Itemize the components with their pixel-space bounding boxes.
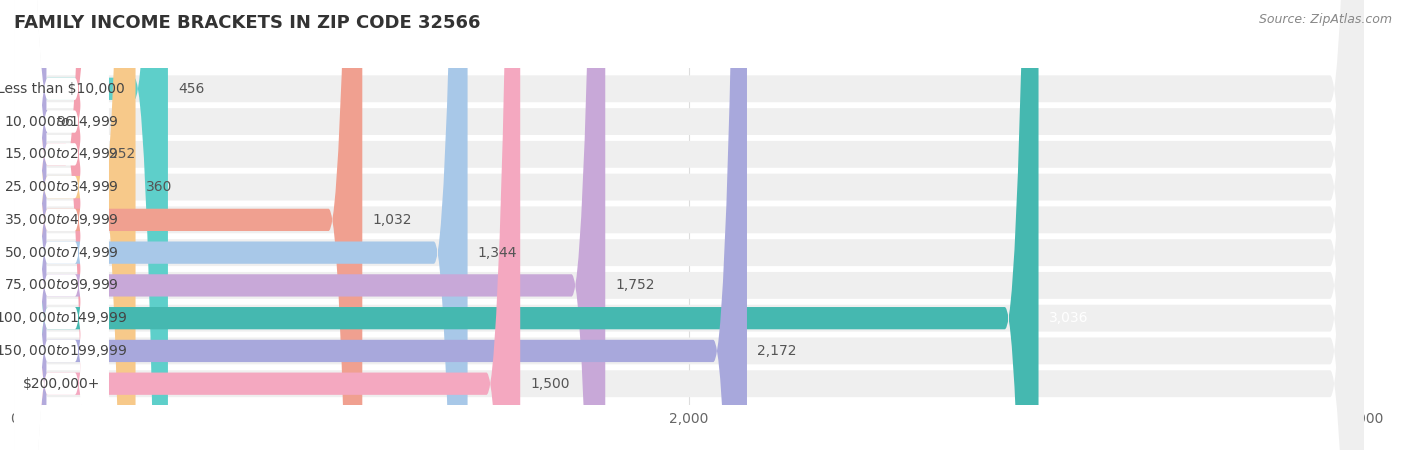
FancyBboxPatch shape xyxy=(14,0,108,450)
FancyBboxPatch shape xyxy=(14,0,1364,450)
FancyBboxPatch shape xyxy=(14,0,108,450)
FancyBboxPatch shape xyxy=(14,0,135,450)
FancyBboxPatch shape xyxy=(14,0,1364,450)
FancyBboxPatch shape xyxy=(14,0,1039,450)
FancyBboxPatch shape xyxy=(14,0,108,450)
Text: $100,000 to $149,999: $100,000 to $149,999 xyxy=(0,310,128,326)
FancyBboxPatch shape xyxy=(14,0,1364,450)
FancyBboxPatch shape xyxy=(14,0,747,450)
FancyBboxPatch shape xyxy=(14,0,1364,450)
FancyBboxPatch shape xyxy=(14,0,363,450)
FancyBboxPatch shape xyxy=(14,0,1364,450)
FancyBboxPatch shape xyxy=(14,0,1364,450)
Text: $150,000 to $199,999: $150,000 to $199,999 xyxy=(0,343,128,359)
Text: $50,000 to $74,999: $50,000 to $74,999 xyxy=(4,245,118,261)
Text: 2,172: 2,172 xyxy=(756,344,797,358)
FancyBboxPatch shape xyxy=(14,0,108,450)
Text: 96: 96 xyxy=(56,115,75,129)
FancyBboxPatch shape xyxy=(14,0,605,450)
Text: 1,344: 1,344 xyxy=(478,246,517,260)
FancyBboxPatch shape xyxy=(14,0,108,450)
FancyBboxPatch shape xyxy=(14,0,1364,450)
FancyBboxPatch shape xyxy=(14,0,108,450)
FancyBboxPatch shape xyxy=(14,0,108,450)
Text: $15,000 to $24,999: $15,000 to $24,999 xyxy=(4,146,118,162)
FancyBboxPatch shape xyxy=(14,0,108,450)
Text: 456: 456 xyxy=(179,82,204,96)
Text: Less than $10,000: Less than $10,000 xyxy=(0,82,125,96)
Text: 1,752: 1,752 xyxy=(616,279,655,292)
FancyBboxPatch shape xyxy=(14,0,1364,450)
Text: $10,000 to $14,999: $10,000 to $14,999 xyxy=(4,113,118,130)
Text: $35,000 to $49,999: $35,000 to $49,999 xyxy=(4,212,118,228)
FancyBboxPatch shape xyxy=(14,0,468,450)
FancyBboxPatch shape xyxy=(14,0,108,450)
FancyBboxPatch shape xyxy=(14,0,520,450)
Text: 1,500: 1,500 xyxy=(530,377,569,391)
Text: $25,000 to $34,999: $25,000 to $34,999 xyxy=(4,179,118,195)
FancyBboxPatch shape xyxy=(14,0,1364,450)
Text: Source: ZipAtlas.com: Source: ZipAtlas.com xyxy=(1258,14,1392,27)
FancyBboxPatch shape xyxy=(13,0,48,450)
Text: 252: 252 xyxy=(110,147,135,162)
FancyBboxPatch shape xyxy=(14,0,108,450)
Text: 1,032: 1,032 xyxy=(373,213,412,227)
Text: $75,000 to $99,999: $75,000 to $99,999 xyxy=(4,277,118,293)
FancyBboxPatch shape xyxy=(14,0,1364,450)
Text: 3,036: 3,036 xyxy=(1049,311,1088,325)
Text: 360: 360 xyxy=(146,180,172,194)
Text: FAMILY INCOME BRACKETS IN ZIP CODE 32566: FAMILY INCOME BRACKETS IN ZIP CODE 32566 xyxy=(14,14,481,32)
FancyBboxPatch shape xyxy=(14,0,167,450)
FancyBboxPatch shape xyxy=(14,0,98,450)
Text: $200,000+: $200,000+ xyxy=(22,377,100,391)
